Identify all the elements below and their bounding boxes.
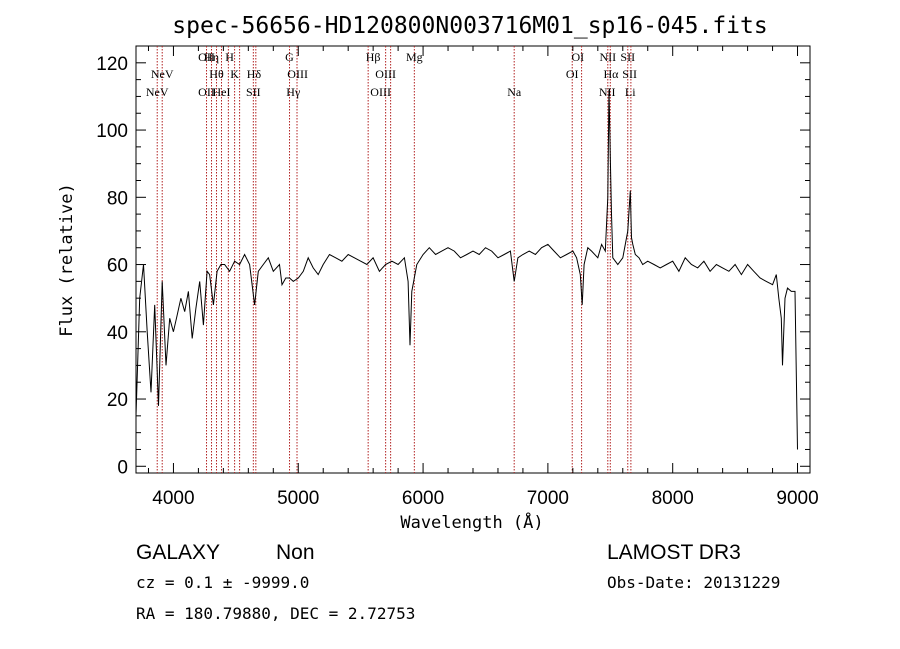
line-label: SII (622, 67, 637, 81)
y-tick-label: 120 (96, 54, 128, 75)
line-markers (156, 46, 632, 473)
x-tick-label: 5000 (277, 488, 319, 509)
line-label: Hθ (209, 67, 224, 81)
x-tick-label: 6000 (402, 488, 444, 509)
x-tick-label: 9000 (776, 488, 818, 509)
line-label: OII (198, 85, 215, 99)
x-tick-label: 8000 (652, 488, 694, 509)
line-label: Hδ (247, 67, 262, 81)
survey-name: LAMOST DR3 (607, 541, 741, 564)
line-label: Hβ (366, 50, 381, 64)
redshift-line: cz = 0.1 ± -9999.0 (136, 573, 309, 592)
line-label: SII (620, 50, 635, 64)
line-label: OI (572, 50, 585, 64)
y-tick-label: 100 (96, 121, 128, 142)
x-tick-label: 4000 (152, 488, 194, 509)
y-tick-label: 20 (107, 390, 128, 411)
line-label: Hη (204, 50, 219, 64)
y-axis-ticks: 0 20 40 60 80 100 120 (96, 54, 810, 478)
line-label: NeV (146, 85, 169, 99)
x-tick-label: 7000 (527, 488, 569, 509)
line-label: NeV (151, 67, 174, 81)
object-subclass: Non (276, 541, 315, 564)
radec-line: RA = 180.79880, DEC = 2.72753 (136, 604, 415, 623)
y-tick-label: 40 (107, 323, 128, 344)
chart-title: spec-56656-HD120800N003716M01_sp16-045.f… (172, 13, 767, 39)
obs-date: Obs-Date: 20131229 (607, 573, 780, 592)
line-label: H (225, 50, 234, 64)
y-tick-label: 0 (117, 457, 128, 478)
plot-frame (135, 45, 811, 474)
line-label: HeI (212, 85, 230, 99)
line-label: NII (599, 50, 616, 64)
line-label: Na (507, 85, 522, 99)
line-label: SII (246, 85, 261, 99)
line-label: Hα (603, 67, 619, 81)
line-label: Li (625, 85, 636, 99)
object-class: GALAXY (136, 541, 220, 564)
line-label: G (285, 50, 294, 64)
y-axis-label: Flux (relative) (57, 183, 77, 337)
line-label: OI (566, 67, 579, 81)
line-label: OII (198, 50, 215, 64)
line-label: OIII (287, 67, 308, 81)
line-label: K (230, 67, 239, 81)
line-label: OIII (370, 85, 391, 99)
line-label: NII (599, 85, 616, 99)
line-label: OIII (375, 67, 396, 81)
x-axis-ticks: 4000 5000 6000 7000 8000 9000 (147, 46, 819, 509)
spectrum-line (135, 89, 798, 450)
info-panel: GALAXY Non cz = 0.1 ± -9999.0 RA = 180.7… (136, 541, 780, 623)
line-label: Hγ (286, 85, 301, 99)
line-label: Mg (406, 50, 423, 64)
y-tick-label: 80 (107, 188, 128, 209)
y-tick-label: 60 (107, 256, 128, 277)
x-axis-label: Wavelength (Å) (400, 511, 543, 533)
